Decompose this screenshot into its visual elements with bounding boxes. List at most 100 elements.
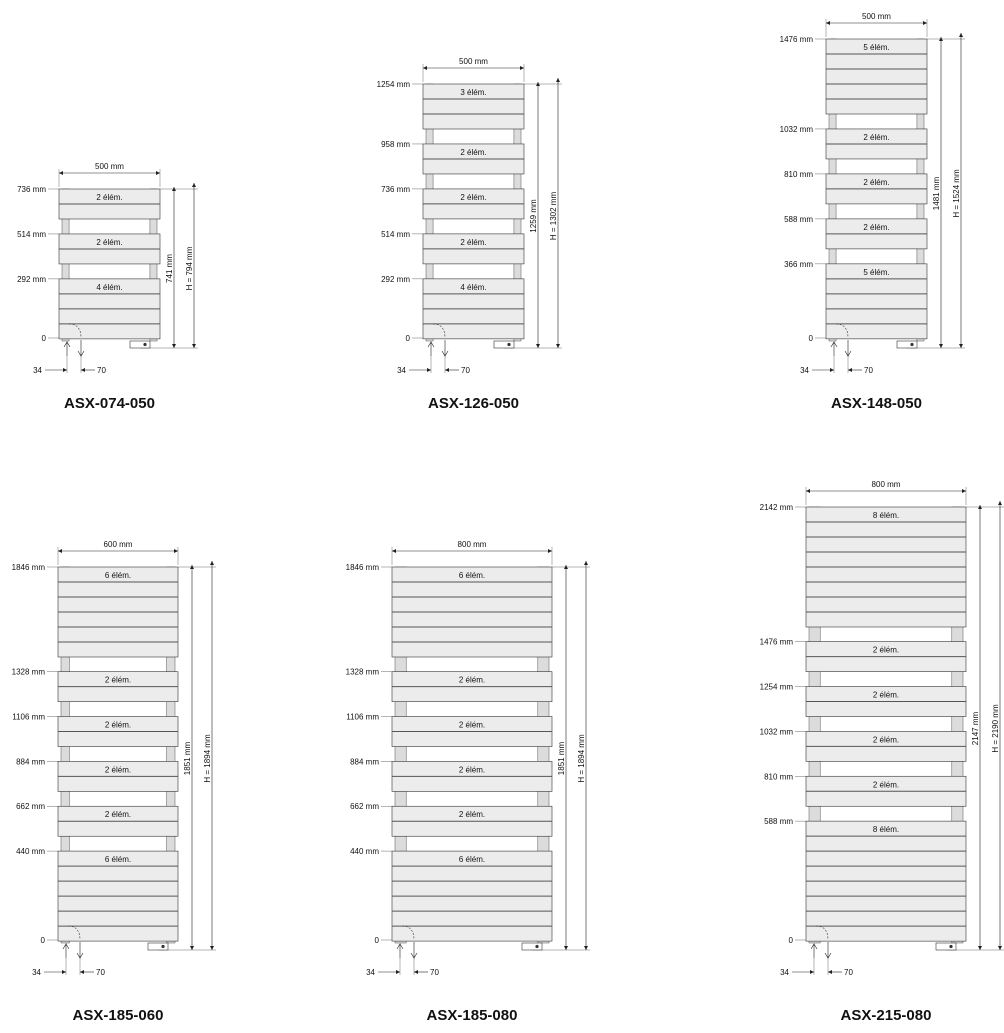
offset-left-label: 34 <box>800 366 809 375</box>
inner-height-dimension: 1851 mm <box>183 741 192 775</box>
inlet-arrow <box>396 942 404 958</box>
level-mark: 366 mm <box>784 260 813 269</box>
level-mark: 292 mm <box>381 275 410 284</box>
arrow-head <box>848 368 852 372</box>
level-mark: 1476 mm <box>780 35 814 44</box>
model-title: ASX-126-050 <box>428 395 519 412</box>
total-height-dimension: H = 1302 mm <box>549 192 558 241</box>
model-title: ASX-185-060 <box>73 1007 164 1024</box>
bracket-screw <box>910 342 914 347</box>
element-group <box>825 263 928 340</box>
level-mark: 440 mm <box>350 847 379 856</box>
arrow-head <box>828 970 832 974</box>
arrow-head <box>923 21 927 25</box>
offset-left-label: 34 <box>780 968 789 977</box>
width-dimension: 500 mm <box>95 162 124 171</box>
element-count: 2 élém. <box>460 193 486 202</box>
level-mark: 810 mm <box>784 170 813 179</box>
element-count: 2 élém. <box>459 721 485 730</box>
zero-mark: 0 <box>41 936 46 945</box>
arrow-head <box>172 344 176 348</box>
arrow-head <box>520 66 524 70</box>
inner-height-dimension: 1481 mm <box>932 176 941 210</box>
arrow-head <box>830 368 834 372</box>
element-count: 2 élém. <box>459 810 485 819</box>
arrow-head <box>959 344 963 348</box>
arrow-head <box>192 344 196 348</box>
element-count: 4 élém. <box>460 283 486 292</box>
flow-curve <box>401 925 415 941</box>
level-mark: 514 mm <box>17 230 46 239</box>
total-height-dimension: H = 1524 mm <box>952 169 961 218</box>
arrow-head <box>174 549 178 553</box>
offset-left-label: 34 <box>33 366 42 375</box>
level-mark: 662 mm <box>350 802 379 811</box>
bracket-screw <box>507 342 511 347</box>
model-title: ASX-185-080 <box>427 1007 518 1024</box>
arrow-head <box>210 946 214 950</box>
model-title: ASX-215-080 <box>841 1007 932 1024</box>
element-count: 2 élém. <box>105 810 131 819</box>
element-count: 2 élém. <box>105 676 131 685</box>
model-title: ASX-074-050 <box>64 395 155 412</box>
level-mark: 1032 mm <box>780 125 814 134</box>
element-group <box>825 38 928 115</box>
arrow-head <box>998 501 1002 505</box>
wall-bracket <box>147 942 169 951</box>
level-mark: 440 mm <box>16 847 45 856</box>
zero-mark: 0 <box>42 334 47 343</box>
arrow-head <box>414 970 418 974</box>
element-count: 2 élém. <box>873 780 899 789</box>
element-count: 6 élém. <box>105 571 131 580</box>
inlet-arrow <box>830 340 838 356</box>
zero-mark: 0 <box>809 334 814 343</box>
element-count: 5 élém. <box>863 268 889 277</box>
offset-right-label: 70 <box>864 366 873 375</box>
level-mark: 1846 mm <box>12 563 46 572</box>
bracket-screw <box>949 944 953 949</box>
flow-curve <box>815 925 829 941</box>
level-mark: 292 mm <box>17 275 46 284</box>
inner-height-dimension: 2147 mm <box>971 711 980 745</box>
arrow-head <box>62 970 66 974</box>
outlet-arrow <box>844 340 852 358</box>
offset-right-label: 70 <box>97 366 106 375</box>
level-mark: 662 mm <box>16 802 45 811</box>
width-dimension: 600 mm <box>104 540 133 549</box>
arrow-head <box>210 561 214 565</box>
arrow-head <box>172 187 176 191</box>
arrow-head <box>392 549 396 553</box>
element-count: 2 élém. <box>460 238 486 247</box>
flow-curve <box>68 323 82 339</box>
arrow-head <box>548 549 552 553</box>
element-count: 8 élém. <box>873 511 899 520</box>
flow-curve <box>835 323 849 339</box>
arrow-head <box>962 489 966 493</box>
arrow-head <box>556 344 560 348</box>
level-mark: 1106 mm <box>12 713 45 722</box>
element-count: 2 élém. <box>863 178 889 187</box>
level-mark: 588 mm <box>764 817 793 826</box>
arrow-head <box>584 561 588 565</box>
level-mark: 1476 mm <box>760 638 794 647</box>
inlet-arrow <box>63 340 71 356</box>
radiator-drawing: 736 mm 2 élém. 514 mm 2 élém. 292 mm 4 élém. 5… <box>17 162 198 412</box>
wall-bracket <box>129 340 151 349</box>
arrow-head <box>190 946 194 950</box>
element-count: 6 élém. <box>105 855 131 864</box>
wall-bracket <box>493 340 515 349</box>
arrow-head <box>978 946 982 950</box>
offset-right-label: 70 <box>844 968 853 977</box>
wall-bracket <box>935 942 957 951</box>
inlet-arrow <box>62 942 70 958</box>
element-count: 2 élém. <box>459 765 485 774</box>
wall-bracket <box>521 942 543 951</box>
element-count: 2 élém. <box>873 691 899 700</box>
element-count: 2 élém. <box>460 148 486 157</box>
arrow-head <box>536 344 540 348</box>
level-mark: 1254 mm <box>760 683 794 692</box>
flow-curve <box>67 925 81 941</box>
inner-height-dimension: 1851 mm <box>557 741 566 775</box>
arrow-head <box>998 946 1002 950</box>
element-count: 2 élém. <box>96 193 122 202</box>
